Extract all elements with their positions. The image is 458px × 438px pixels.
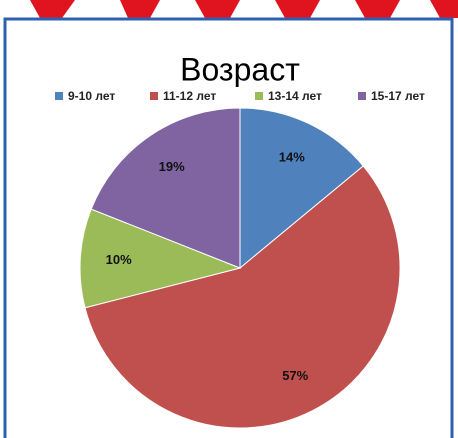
pie-slice <box>90 107 241 269</box>
data-label: 14% <box>279 149 305 164</box>
legend-swatch <box>255 92 263 100</box>
legend-swatch <box>150 92 158 100</box>
data-label: 19% <box>159 159 185 174</box>
legend-swatch <box>358 92 366 100</box>
legend-label: 13-14 лет <box>268 89 322 103</box>
data-label: 10% <box>106 252 132 267</box>
pie-slice <box>239 107 364 270</box>
chart-title: Возраст <box>180 51 300 87</box>
legend-label: 11-12 лет <box>163 89 216 103</box>
data-label: 57% <box>282 368 308 383</box>
pie-slice <box>79 208 242 309</box>
decoration <box>30 0 458 18</box>
legend-label: 15-17 лет <box>371 89 425 103</box>
legend-swatch <box>55 92 63 100</box>
pie-slice <box>84 165 401 429</box>
legend-label: 9-10 лет <box>68 89 115 103</box>
